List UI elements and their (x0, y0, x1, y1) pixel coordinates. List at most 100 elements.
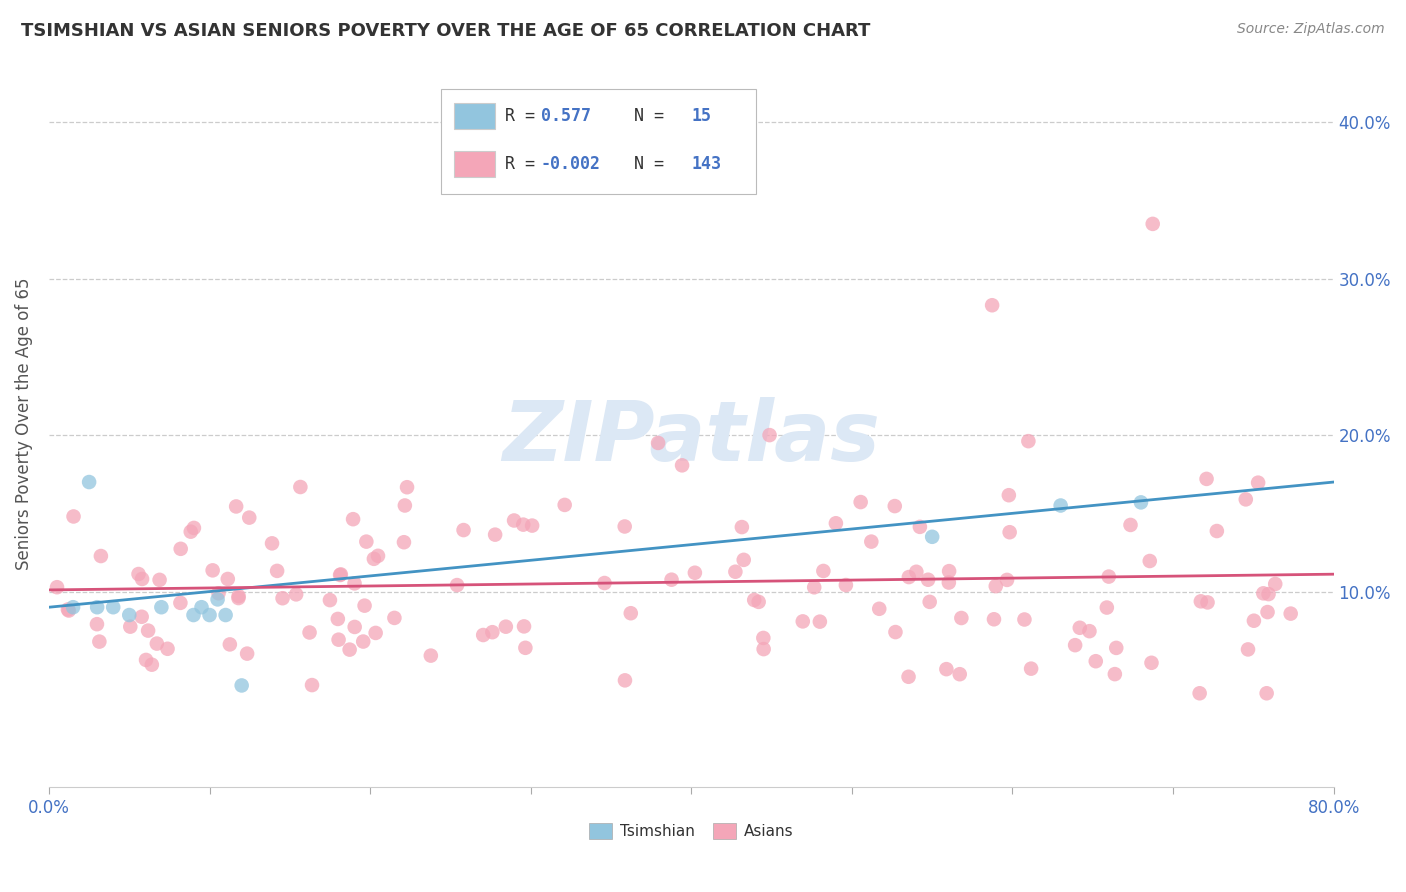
Point (1078, 624, 1101, 639)
Point (298, 625, 321, 640)
Point (868, 601, 890, 615)
Point (260, 536, 283, 550)
Point (813, 564, 835, 578)
Point (1129, 495, 1152, 509)
Point (146, 637, 169, 651)
Point (1069, 621, 1091, 635)
Point (938, 564, 960, 578)
Point (180, 524, 202, 539)
Point (343, 620, 366, 634)
Point (326, 612, 349, 626)
Point (472, 628, 495, 642)
Point (935, 662, 957, 676)
Point (825, 516, 848, 531)
Point (481, 625, 503, 640)
Point (520, 518, 543, 533)
Point (342, 512, 364, 526)
Point (198, 608, 221, 623)
Point (214, 608, 236, 623)
Point (183, 521, 205, 535)
Point (1105, 640, 1128, 655)
Text: R =: R = (505, 154, 546, 173)
Point (1104, 667, 1126, 681)
Point (103, 600, 125, 615)
Point (752, 642, 775, 657)
Point (1205, 524, 1227, 538)
Point (170, 541, 193, 556)
Point (56, 602, 79, 616)
Point (328, 632, 350, 647)
Point (135, 653, 157, 667)
Point (731, 520, 754, 534)
Point (950, 611, 973, 625)
Point (364, 626, 387, 640)
Point (995, 573, 1018, 587)
Point (917, 573, 939, 587)
Point (266, 564, 288, 578)
Point (90, 549, 112, 563)
Point (228, 591, 250, 605)
Point (301, 678, 323, 692)
Point (225, 500, 247, 514)
Point (1257, 587, 1279, 601)
Point (271, 591, 294, 606)
Point (949, 667, 972, 681)
Point (733, 553, 755, 567)
Point (647, 436, 669, 450)
Text: 143: 143 (692, 154, 721, 173)
Point (343, 576, 366, 591)
Point (752, 631, 775, 645)
Point (190, 600, 212, 615)
Point (918, 595, 941, 609)
Point (207, 586, 229, 600)
Point (1140, 656, 1163, 670)
Point (513, 619, 536, 633)
Point (339, 642, 361, 657)
Point (446, 578, 468, 592)
Point (1049, 499, 1071, 513)
Point (58, 603, 80, 617)
Point (1095, 600, 1118, 615)
Point (905, 565, 928, 579)
Point (156, 641, 179, 656)
FancyBboxPatch shape (454, 103, 495, 129)
Point (808, 615, 831, 629)
Point (86, 600, 108, 615)
Point (217, 572, 239, 586)
Point (748, 595, 770, 609)
Point (835, 578, 858, 592)
Point (392, 535, 415, 549)
Text: R =: R = (505, 107, 546, 126)
Point (201, 563, 224, 577)
Point (883, 499, 905, 513)
Point (150, 600, 173, 615)
Point (1139, 554, 1161, 568)
Point (183, 608, 205, 623)
Point (803, 580, 825, 594)
Text: 15: 15 (692, 107, 711, 126)
Y-axis label: Seniors Poverty Over the Age of 65: Seniors Poverty Over the Age of 65 (15, 277, 32, 570)
Point (77, 475, 100, 489)
Point (120, 620, 142, 634)
Point (724, 565, 747, 579)
Point (131, 609, 153, 624)
Point (792, 615, 814, 629)
Point (238, 510, 260, 524)
Point (394, 499, 416, 513)
Point (661, 573, 683, 587)
Point (231, 678, 253, 692)
Point (1237, 642, 1260, 657)
FancyBboxPatch shape (441, 88, 755, 194)
Point (742, 593, 765, 607)
Point (1189, 594, 1212, 608)
Point (503, 514, 526, 528)
Point (849, 495, 872, 509)
Point (329, 567, 352, 582)
Point (118, 608, 141, 623)
Point (1188, 686, 1211, 700)
Point (981, 298, 1004, 312)
Point (384, 611, 406, 625)
Point (1257, 605, 1279, 619)
Point (329, 568, 352, 582)
Point (1247, 475, 1270, 490)
